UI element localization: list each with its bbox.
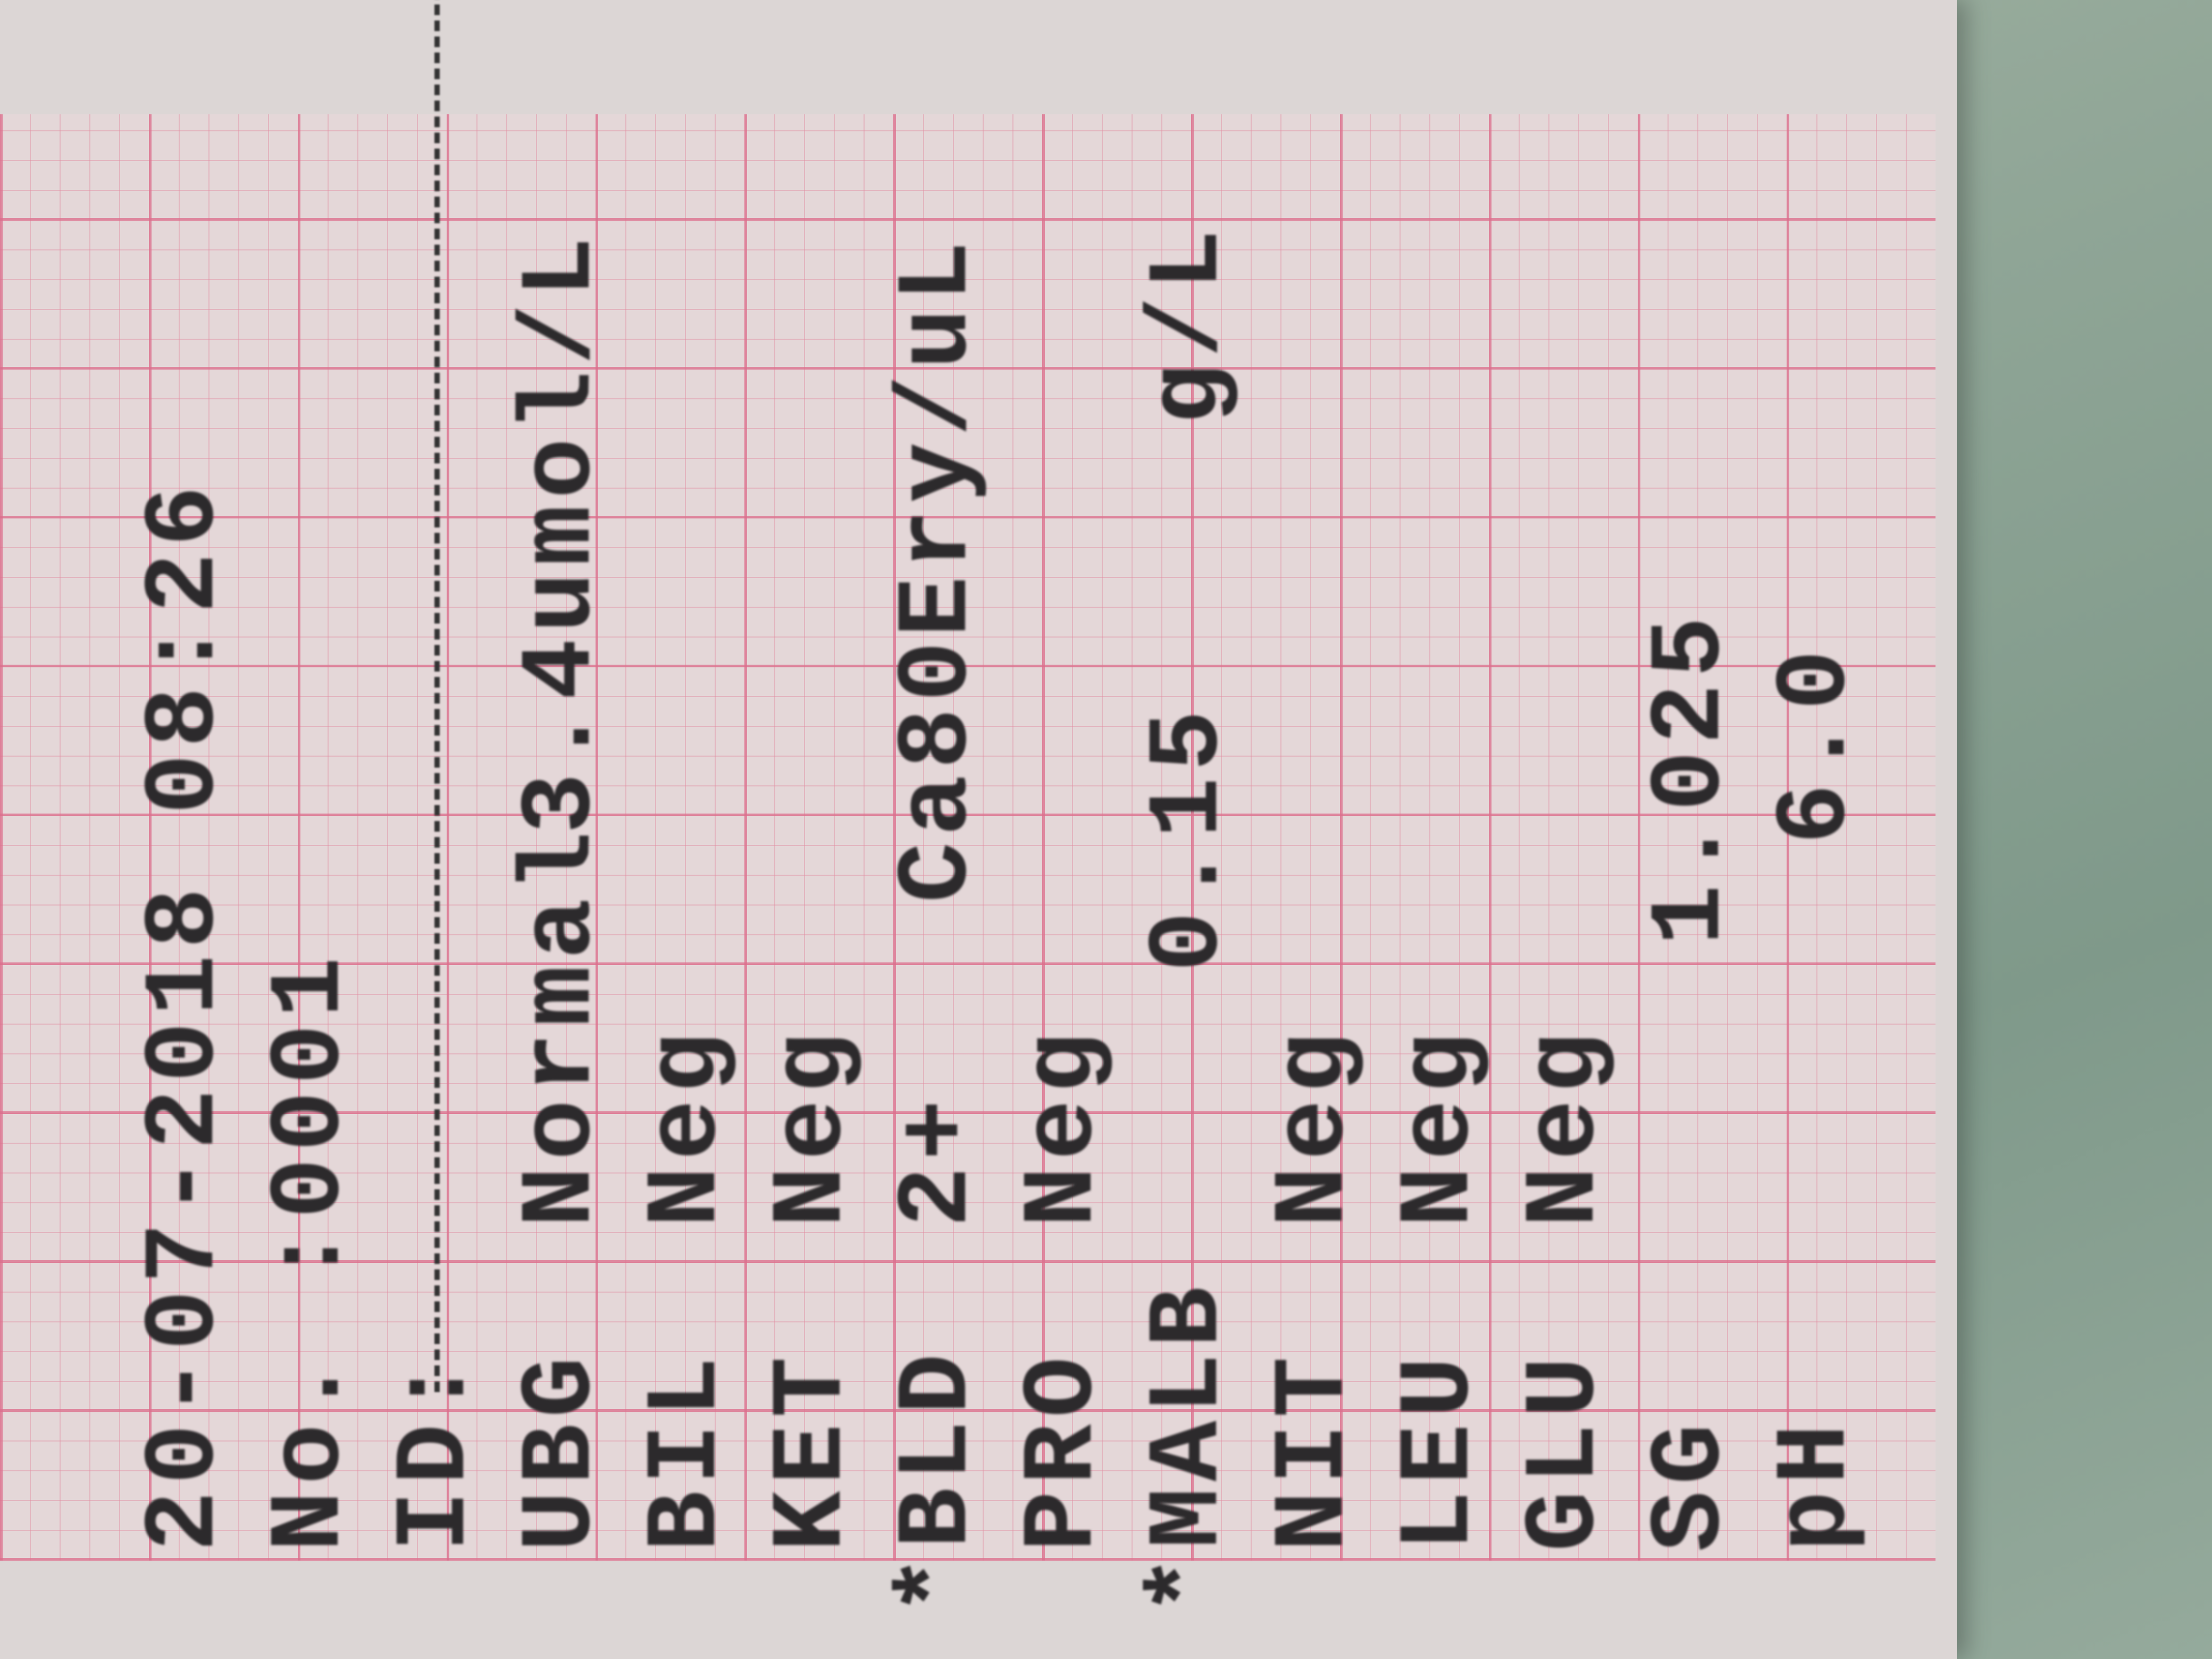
result-extra: Ca80 <box>882 634 996 903</box>
result-extra: 3.4umol/L <box>505 230 619 834</box>
result-row: *BLD 2+ Ca80 Ery/uL <box>882 0 1011 1615</box>
result-value: Neg <box>1384 1026 1498 1227</box>
result-row: *MALB 0.15 g/L <box>1133 0 1262 1615</box>
number-value: :0001 <box>254 950 368 1286</box>
datetime-row: 20-07-2018 08:26 <box>129 0 258 1552</box>
pink-grid <box>0 114 1936 1561</box>
result-value: Neg <box>756 1026 870 1227</box>
datetime: 20-07-2018 08:26 <box>129 479 243 1552</box>
result-label: pH <box>1760 1417 1874 1552</box>
result-value: Normal <box>505 825 619 1227</box>
result-row: KET Neg <box>756 0 886 1552</box>
result-row: PRO Neg <box>1007 0 1137 1552</box>
result-label: NIT <box>1258 1350 1372 1552</box>
result-row: BIL Neg <box>631 0 760 1552</box>
result-row: GLU Neg <box>1509 0 1639 1552</box>
result-label: PRO <box>1007 1350 1121 1552</box>
result-value: Neg <box>631 1026 745 1227</box>
result-value: Neg <box>1007 1026 1121 1227</box>
result-unit: Ery/uL <box>882 234 996 637</box>
number-label: No. <box>254 1350 368 1552</box>
result-value: Neg <box>1509 1026 1623 1227</box>
result-value: 2+ <box>882 1093 996 1227</box>
result-extra: 0.15 <box>1133 703 1247 972</box>
result-label: LEU <box>1384 1350 1498 1552</box>
result-label: *BLD <box>882 1347 996 1615</box>
result-row: LEU Neg <box>1384 0 1513 1552</box>
result-label: KET <box>756 1350 870 1552</box>
result-label: GLU <box>1509 1350 1623 1552</box>
number-row: No. :0001 <box>254 0 384 1552</box>
printout-text: 20-07-2018 08:26 No. :0001 ID: UBG Normal… <box>129 0 1994 1615</box>
id-row: ID: <box>380 0 509 1552</box>
result-row: SG 1.025 <box>1635 0 1764 1552</box>
result-extra: 1.025 <box>1635 610 1749 945</box>
result-row: UBG Normal 3.4umol/L <box>505 0 635 1552</box>
id-dashed-line <box>434 0 440 1392</box>
receipt-paper <box>0 0 1957 1659</box>
result-label: *MALB <box>1133 1280 1247 1615</box>
result-label: SG <box>1635 1417 1749 1552</box>
result-value: Neg <box>1258 1026 1372 1227</box>
result-extra: 6.0 <box>1760 643 1874 844</box>
result-row: NIT Neg <box>1258 0 1388 1552</box>
result-label: UBG <box>505 1350 619 1552</box>
result-unit: g/L <box>1133 223 1247 424</box>
result-label: BIL <box>631 1350 745 1552</box>
result-row: pH 6.0 <box>1760 0 1890 1552</box>
